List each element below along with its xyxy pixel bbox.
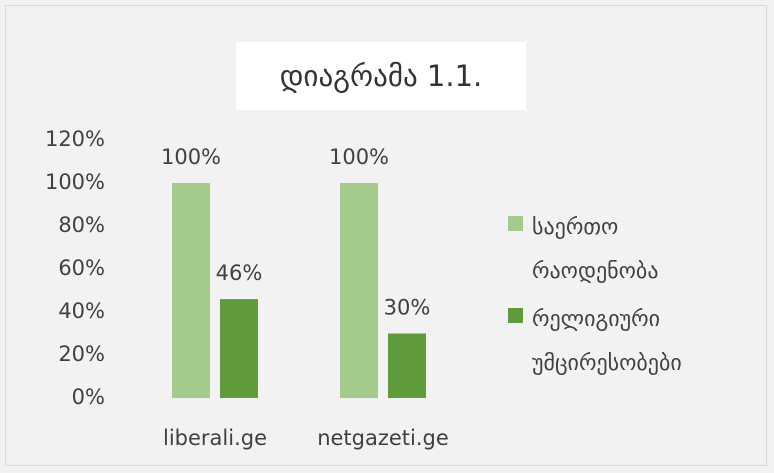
legend-swatch <box>508 308 523 323</box>
y-tick-label: 60% <box>58 256 105 280</box>
y-tick-label: 20% <box>58 342 105 366</box>
y-tick-label: 80% <box>58 213 105 237</box>
legend-swatch <box>508 216 523 231</box>
data-label: 100% <box>161 145 221 169</box>
chart-frame <box>5 5 767 466</box>
legend-item: საერთო რაოდენობა <box>508 206 748 294</box>
data-label: 30% <box>384 296 431 320</box>
legend-label: საერთო რაოდენობა <box>532 215 659 284</box>
bar <box>220 299 258 398</box>
data-label: 46% <box>216 261 263 285</box>
chart-title: დიაგრამა 1.1. <box>236 42 526 110</box>
legend: საერთო რაოდენობა რელიგიური უმცირესობები <box>508 206 748 390</box>
bar <box>340 183 378 398</box>
legend-item: რელიგიური უმცირესობები <box>508 298 748 386</box>
bar <box>172 183 210 398</box>
y-tick-label: 0% <box>72 385 105 409</box>
bar <box>388 333 426 398</box>
x-tick-label: liberali.ge <box>163 426 267 450</box>
data-label: 100% <box>329 145 389 169</box>
y-tick-label: 40% <box>58 299 105 323</box>
legend-label: რელიგიური უმცირესობები <box>532 307 682 376</box>
y-tick-label: 120% <box>45 127 105 151</box>
y-tick-label: 100% <box>45 170 105 194</box>
x-tick-label: netgazeti.ge <box>317 426 449 450</box>
